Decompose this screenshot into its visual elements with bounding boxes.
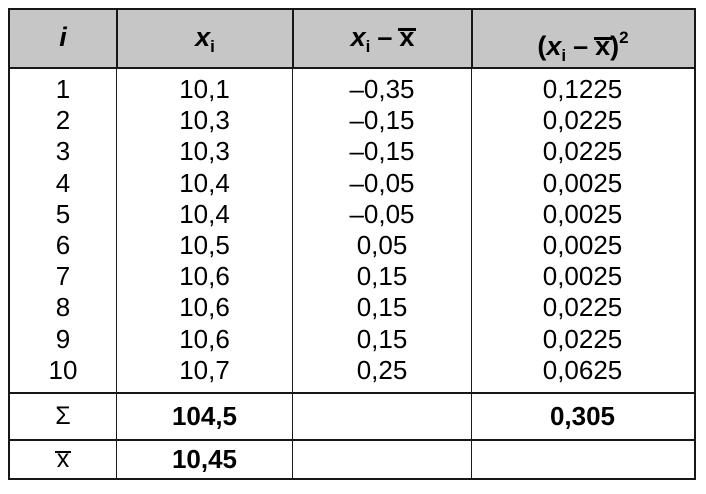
xi-var: x bbox=[350, 22, 366, 52]
cell-squared-deviation: 0,0225 bbox=[542, 105, 623, 136]
cell-i: 8 bbox=[55, 292, 71, 323]
xbar-symbol: x bbox=[55, 444, 71, 473]
xbar-symbol: x bbox=[593, 31, 612, 61]
cell-deviation: –0,15 bbox=[349, 105, 415, 136]
column-xi: 10,1 10,3 10,3 10,4 10,4 10,5 10,6 10,6 … bbox=[116, 69, 292, 392]
cell-i: 6 bbox=[55, 229, 71, 260]
cell-deviation: 0,15 bbox=[356, 261, 408, 292]
xi-subscript: i bbox=[365, 37, 371, 56]
sum-squared-value: 0,305 bbox=[471, 393, 693, 439]
sum-symbol-cell: Σ bbox=[10, 394, 116, 439]
sum-row: Σ 104,5 0,305 bbox=[10, 393, 694, 441]
cell-xi: 10,6 bbox=[179, 323, 230, 354]
cell-xi: 10,6 bbox=[179, 292, 230, 323]
mean-symbol-cell: x bbox=[10, 441, 116, 478]
cell-i: 2 bbox=[55, 105, 71, 136]
cell-xi: 10,4 bbox=[179, 198, 230, 229]
header-col-xi: xi bbox=[116, 10, 292, 67]
xi-var: x bbox=[195, 22, 211, 52]
squared-exponent: 2 bbox=[619, 28, 629, 47]
header-col-i: i bbox=[10, 10, 116, 67]
sigma-symbol: Σ bbox=[55, 401, 71, 430]
column-squared-deviation: 0,1225 0,0225 0,0225 0,0025 0,0025 0,002… bbox=[471, 69, 693, 392]
xbar-symbol: x bbox=[397, 22, 416, 52]
cell-xi: 10,4 bbox=[179, 167, 230, 198]
cell-i: 10 bbox=[48, 354, 78, 385]
mean-deviation-empty bbox=[292, 440, 471, 478]
cell-xi: 10,6 bbox=[179, 261, 230, 292]
cell-xi: 10,5 bbox=[179, 229, 230, 260]
cell-deviation: 0,15 bbox=[356, 323, 408, 354]
cell-xi: 10,3 bbox=[179, 105, 230, 136]
sum-xi-value: 104,5 bbox=[116, 393, 292, 439]
header-col-squared-deviation: (xi – x)2 bbox=[471, 10, 693, 67]
cell-i: 1 bbox=[55, 74, 71, 104]
cell-squared-deviation: 0,0225 bbox=[542, 136, 623, 167]
cell-i: 4 bbox=[55, 167, 71, 198]
mean-xi-value: 10,45 bbox=[116, 440, 292, 478]
cell-squared-deviation: 0,0025 bbox=[542, 198, 623, 229]
cell-deviation: –0,35 bbox=[349, 74, 415, 104]
cell-deviation: –0,05 bbox=[349, 167, 415, 198]
table-header-row: i xi xi – x (xi – x)2 bbox=[10, 10, 694, 69]
cell-xi: 10,1 bbox=[179, 74, 230, 104]
header-i-label: i bbox=[59, 22, 67, 52]
cell-i: 5 bbox=[55, 198, 71, 229]
column-deviation: –0,35 –0,15 –0,15 –0,05 –0,05 0,05 0,15 … bbox=[292, 69, 471, 392]
open-paren: ( bbox=[537, 31, 547, 61]
cell-squared-deviation: 0,0025 bbox=[542, 167, 623, 198]
cell-i: 7 bbox=[55, 261, 71, 292]
minus-sign: – bbox=[573, 31, 589, 61]
cell-i: 9 bbox=[55, 323, 71, 354]
close-paren: ) bbox=[610, 31, 620, 61]
cell-deviation: –0,15 bbox=[349, 136, 415, 167]
cell-deviation: –0,05 bbox=[349, 198, 415, 229]
statistics-table: i xi xi – x (xi – x)2 1 2 3 4 5 6 7 8 9 10 1… bbox=[8, 8, 696, 480]
cell-squared-deviation: 0,0025 bbox=[542, 261, 623, 292]
cell-i: 3 bbox=[55, 136, 71, 167]
mean-row: x 10,45 bbox=[10, 440, 694, 478]
cell-squared-deviation: 0,0225 bbox=[542, 323, 623, 354]
table-body: 1 2 3 4 5 6 7 8 9 10 10,1 10,3 10,3 10,4… bbox=[10, 69, 694, 394]
minus-sign: – bbox=[377, 22, 393, 52]
mean-squared-empty bbox=[471, 440, 693, 478]
sum-deviation-empty bbox=[292, 393, 471, 439]
xi-subscript: i bbox=[210, 37, 215, 56]
cell-deviation: 0,25 bbox=[356, 354, 408, 385]
cell-xi: 10,3 bbox=[179, 136, 230, 167]
cell-squared-deviation: 0,0225 bbox=[542, 292, 623, 323]
cell-deviation: 0,05 bbox=[356, 229, 408, 260]
header-col-deviation: xi – x bbox=[292, 10, 471, 67]
cell-squared-deviation: 0,0025 bbox=[542, 229, 623, 260]
cell-xi: 10,7 bbox=[179, 354, 230, 385]
cell-squared-deviation: 0,0625 bbox=[542, 354, 623, 385]
cell-squared-deviation: 0,1225 bbox=[542, 74, 623, 104]
xi-subscript: i bbox=[561, 46, 567, 65]
cell-deviation: 0,15 bbox=[356, 292, 408, 323]
column-i: 1 2 3 4 5 6 7 8 9 10 bbox=[10, 69, 116, 392]
xi-var: x bbox=[546, 31, 562, 61]
